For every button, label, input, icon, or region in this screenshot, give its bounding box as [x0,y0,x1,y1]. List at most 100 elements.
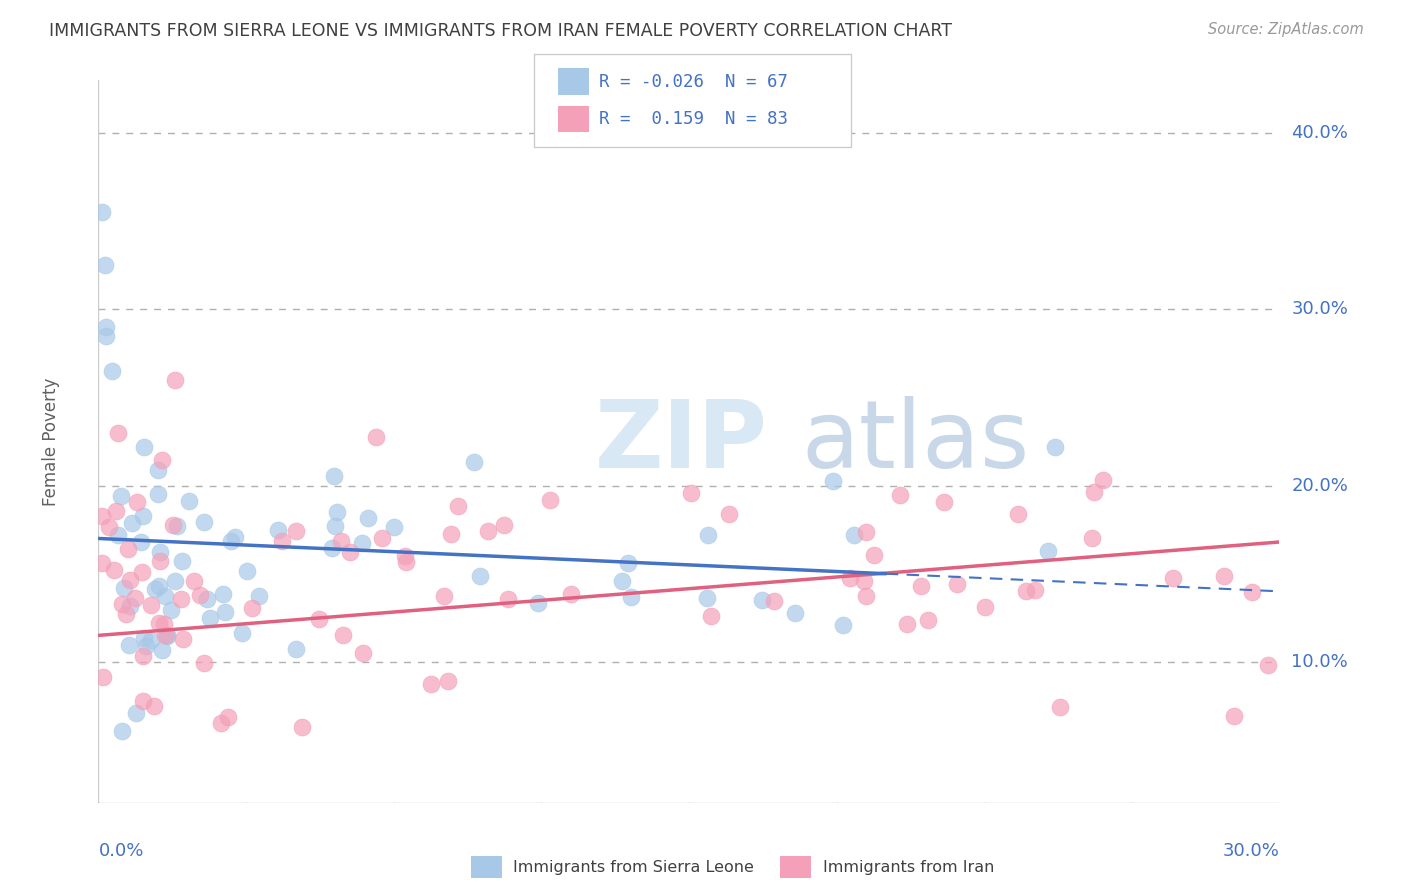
Text: ZIP: ZIP [595,395,768,488]
Point [285,642,308,657]
Point [357,511,380,525]
Text: 20.0%: 20.0% [1291,476,1348,494]
Point [150,643,173,657]
Point [321,541,343,555]
Point [1049,700,1071,714]
Point [617,556,640,570]
Point [1043,440,1066,454]
Point [1161,571,1184,585]
Point [247,590,270,604]
Point [1036,544,1059,558]
Point [214,605,236,619]
Point [125,495,148,509]
Point [212,586,235,600]
Point [395,556,418,570]
Point [470,569,492,583]
Point [112,581,135,595]
Point [1081,531,1104,545]
Point [1014,584,1036,599]
Point [221,534,243,549]
Point [610,574,633,589]
Point [1257,658,1279,673]
Text: Source: ZipAtlas.com: Source: ZipAtlas.com [1208,22,1364,37]
Point [889,488,911,502]
Point [1083,484,1105,499]
Point [101,364,124,378]
Point [447,500,470,514]
Point [332,628,354,642]
Point [132,694,155,708]
Point [94,320,117,334]
Point [463,455,485,469]
Point [266,523,288,537]
Point [700,608,723,623]
Point [910,579,932,593]
Point [149,554,172,568]
Point [1007,507,1029,521]
Point [271,533,294,548]
Point [117,541,139,556]
Point [132,648,155,663]
Point [323,519,346,533]
Point [172,632,194,647]
Point [200,611,222,625]
Point [420,677,443,691]
Point [91,205,114,219]
Text: 0.0%: 0.0% [98,841,143,860]
Point [188,588,211,602]
Point [131,565,153,579]
Point [153,628,176,642]
Point [1213,568,1236,582]
Point [285,524,308,538]
Point [852,574,875,589]
Text: IMMIGRANTS FROM SIERRA LEONE VS IMMIGRANTS FROM IRAN FEMALE POVERTY CORRELATION : IMMIGRANTS FROM SIERRA LEONE VS IMMIGRAN… [49,22,952,40]
Point [917,613,939,627]
Point [96,328,118,343]
Point [209,716,232,731]
Point [156,629,179,643]
Point [839,571,862,585]
Point [679,485,702,500]
Point [110,489,132,503]
Point [492,518,515,533]
Point [166,519,188,533]
Point [932,495,955,509]
Point [217,710,239,724]
Point [231,626,253,640]
Point [240,601,263,615]
Point [162,518,184,533]
Point [195,591,218,606]
Point [124,591,146,605]
Point [134,440,156,454]
Point [1241,585,1264,599]
Point [146,486,169,500]
Point [129,534,152,549]
Point [163,574,186,588]
Point [382,520,405,534]
Text: R = -0.026  N = 67: R = -0.026 N = 67 [599,73,787,91]
Point [697,528,720,542]
Point [696,591,718,605]
Point [323,469,346,483]
Point [132,508,155,523]
Point [91,670,114,684]
Text: atlas: atlas [801,395,1029,488]
Point [156,627,179,641]
Point [103,563,125,577]
Point [111,597,134,611]
Point [440,527,463,541]
Point [121,516,143,531]
Point [973,599,995,614]
Text: 30.0%: 30.0% [1291,301,1348,318]
Point [177,493,200,508]
Point [477,524,499,538]
Point [855,524,877,539]
Point [1024,583,1046,598]
Point [783,606,806,620]
Point [751,592,773,607]
Point [308,612,330,626]
Point [291,720,314,734]
Point [120,599,142,614]
Text: 10.0%: 10.0% [1291,653,1348,671]
Point [433,589,456,603]
